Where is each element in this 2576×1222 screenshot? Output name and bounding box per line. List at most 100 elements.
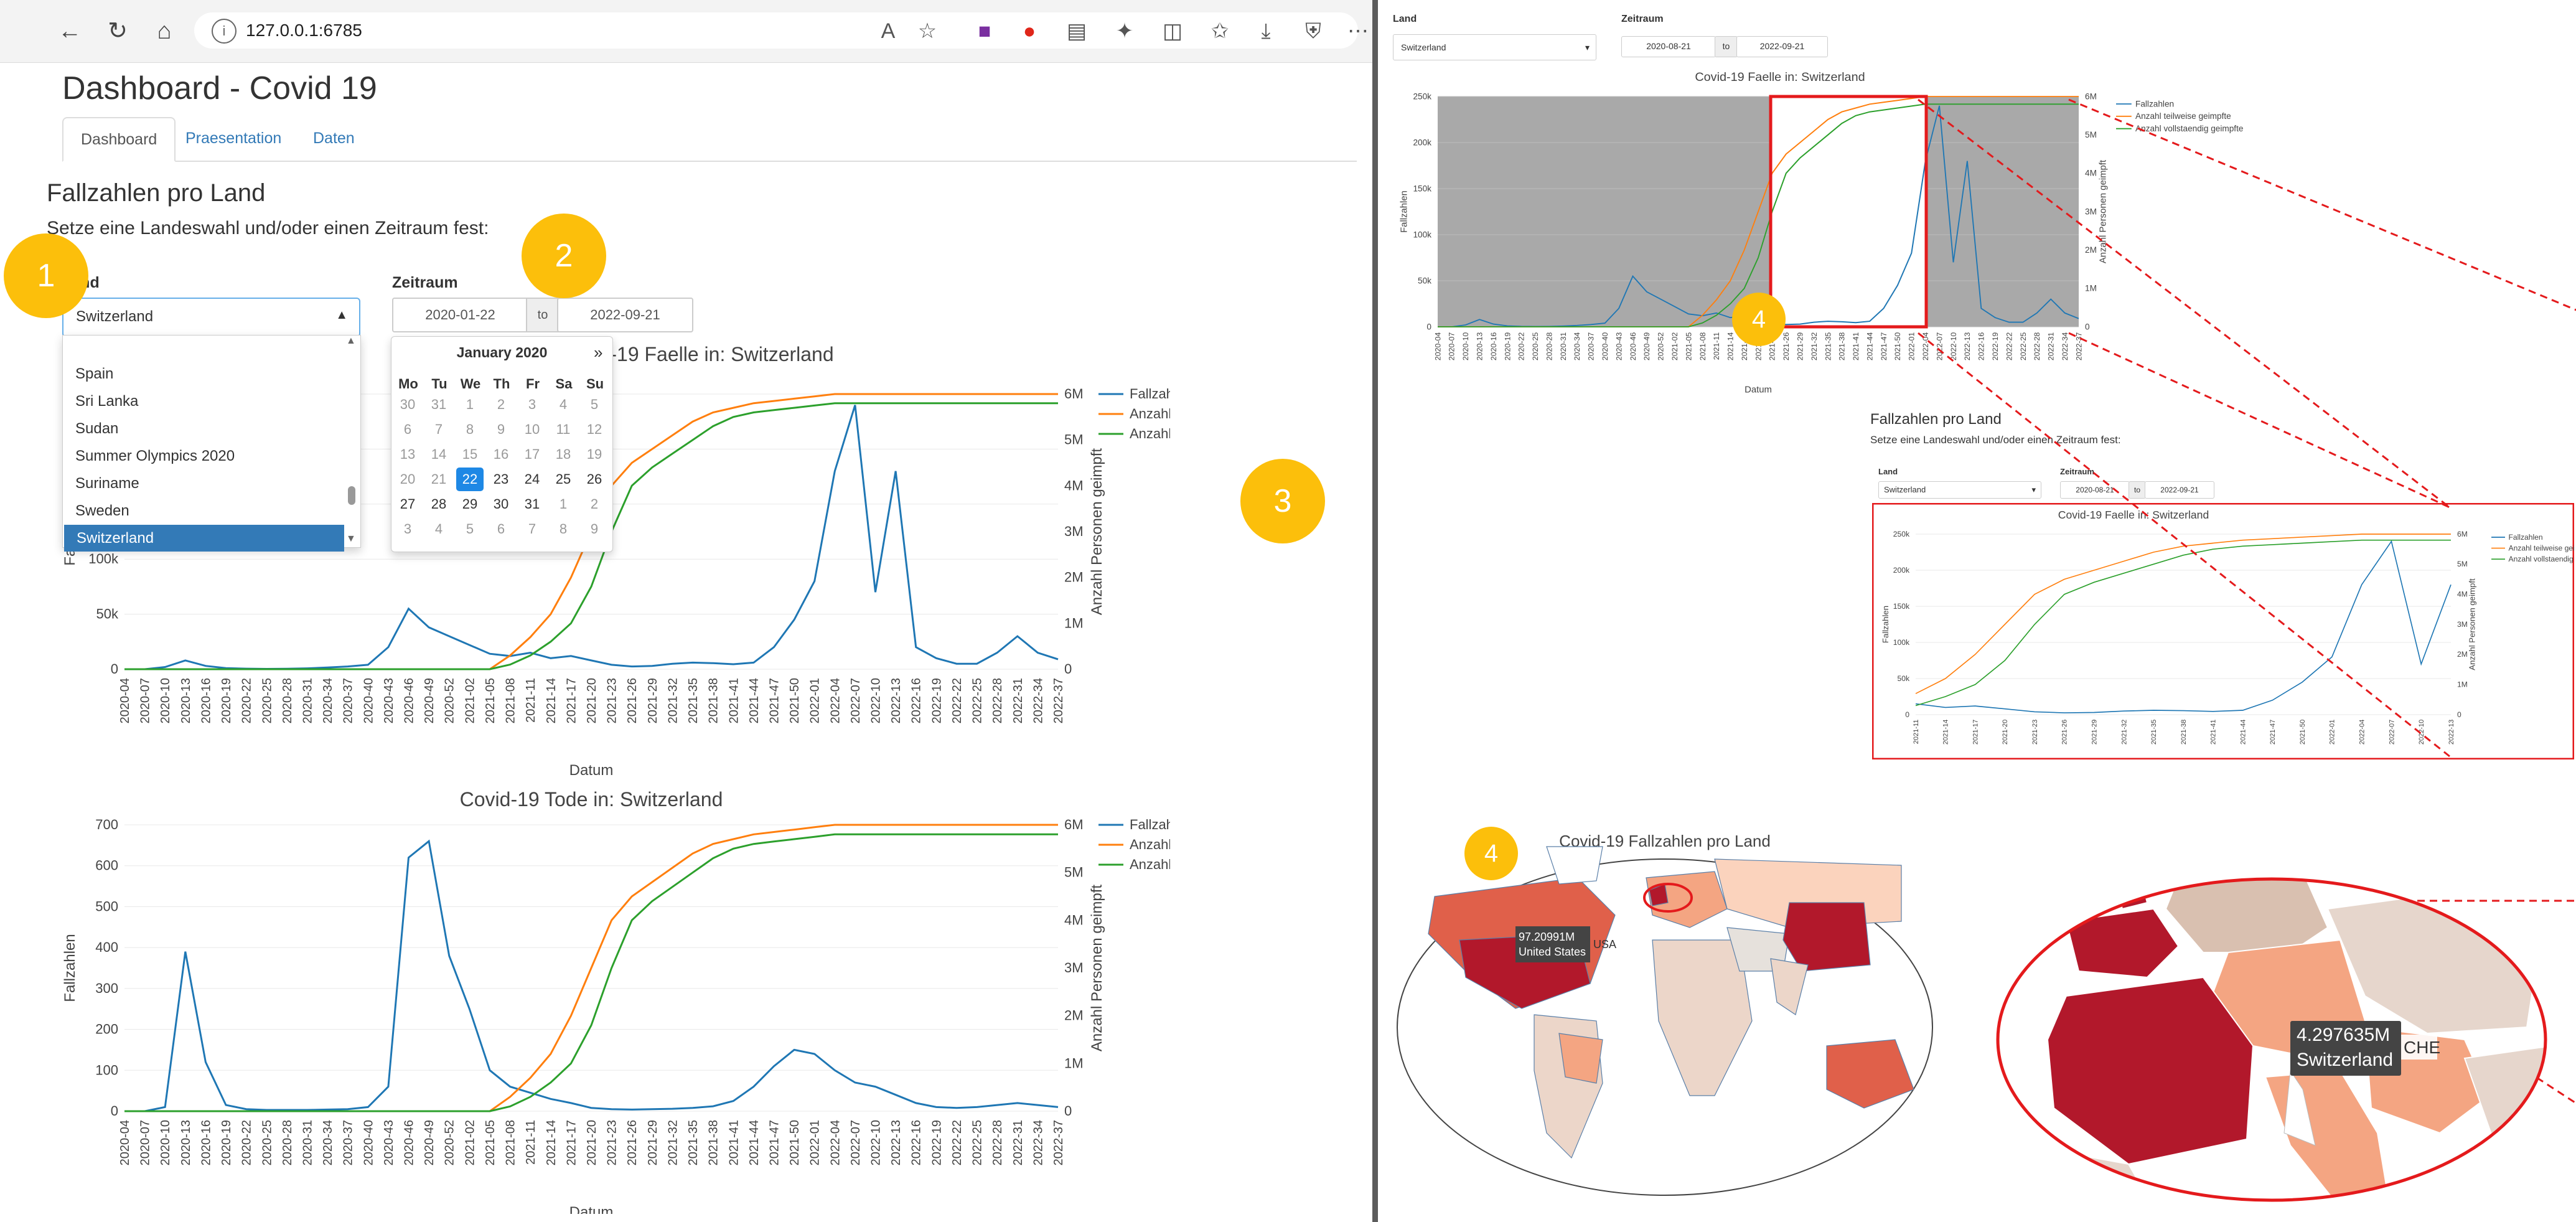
start-date-input[interactable]: 2020-01-22 [392,298,528,332]
zoom-section-title: Fallzahlen pro Land [1870,411,2002,428]
opera-icon[interactable]: ● [1023,19,1036,43]
legend-label[interactable]: Fallzahlen [1130,817,1170,832]
rp-end-date[interactable]: 2022-09-21 [1736,36,1828,57]
dropdown-option[interactable]: Summer Olympics 2020 [75,448,235,464]
x-tick: 2021-11 [524,1120,538,1165]
land-dropdown-list[interactable]: Spain Sri Lanka Sudan Summer Olympics 20… [62,335,361,552]
x-tick: 2021-50 [2299,720,2307,745]
x-tick: 2020-46 [403,678,416,723]
dropdown-option[interactable]: Sudan [75,420,119,437]
legend-label[interactable]: Fallzahlen [2135,99,2174,108]
calendar-day[interactable]: 25 [555,471,571,487]
rp-start-date[interactable]: 2020-08-21 [1621,36,1716,57]
x-tick: 2021-35 [2150,720,2158,745]
calendar-day[interactable]: 26 [586,471,602,487]
greenland-shape[interactable] [1546,846,1603,885]
calendar-day[interactable]: 27 [400,496,416,512]
tooltip-box [2290,1021,2401,1076]
tab-daten[interactable]: Daten [313,129,355,147]
europe-shape[interactable] [1646,871,1728,928]
url-text[interactable]: 127.0.0.1:6785 [246,21,362,40]
extension-icon[interactable]: ■ [978,19,991,43]
calendar-day[interactable]: 31 [524,496,540,512]
rp-land-select[interactable]: Switzerland ▾ [1393,34,1596,60]
legend-label[interactable]: Anzahl teilweise geimpfte [1130,837,1170,852]
x-tick: 2020-10 [1461,332,1470,361]
x-tick: 2021-44 [747,678,761,723]
dropdown-option[interactable]: Suriname [75,475,139,492]
next-month-button[interactable]: » [594,343,603,362]
calendar-day[interactable]: 24 [524,471,540,487]
x-tick: 2020-22 [240,678,254,723]
dropdown-scrollbar[interactable] [346,336,358,546]
calendar-day: 19 [586,446,602,462]
split-screen-icon[interactable]: ◫ [1162,19,1183,43]
calendar-day[interactable]: 30 [493,496,509,512]
calendar-day[interactable]: 23 [493,471,509,487]
document-icon[interactable]: ▤ [1066,19,1087,43]
legend-label[interactable]: Anzahl teilweise geimpfte [1130,406,1170,421]
y-tick-right: 0 [1064,661,1072,677]
dropdown-option-selected[interactable]: Switzerland [64,525,344,552]
favorite-star-icon[interactable]: ☆ [917,19,937,43]
legend-label[interactable]: Anzahl vollstaendig geimpfte [1130,426,1170,441]
reload-icon[interactable]: ↻ [108,18,128,44]
zeitraum-label: Zeitraum [392,274,458,291]
back-arrow-icon[interactable]: ← [58,18,82,44]
x-axis-label: Datum [569,762,614,775]
australia-shape[interactable] [1826,1039,1914,1109]
shield-icon[interactable]: ⛨ [1305,19,1321,43]
china-shape[interactable] [1782,902,1871,972]
zoom-start-date[interactable]: 2020-08-21 [2060,481,2130,499]
legend-label[interactable]: Anzahl vollstaendig geimpfte [1130,857,1170,872]
caret-up-icon: ▲ [335,308,348,322]
x-tick: 2020-31 [301,678,314,723]
x-tick: 2022-37 [1052,678,1066,723]
scroll-down-icon[interactable]: ▼ [346,533,356,544]
x-tick: 2020-43 [382,1120,396,1165]
x-tick: 2021-17 [1972,720,1979,745]
marker-2: 2 [522,214,606,298]
legend-label[interactable]: Anzahl vollstaendig geimpfte [2509,555,2575,563]
download-icon[interactable]: ⤓ [1261,19,1271,43]
tooltip-country: United States [1519,946,1586,958]
legend-label[interactable]: Fallzahlen [1130,386,1170,402]
tab-praesentation[interactable]: Praesentation [185,129,282,147]
x-tick: 2022-04 [828,1120,842,1165]
read-aloud-icon[interactable]: A [881,19,896,43]
x-tick: 2021-26 [625,1120,639,1165]
calendar-day-selected[interactable]: 22 [456,468,484,491]
x-tick: 2020-46 [1629,332,1637,361]
favorites-icon[interactable]: ✩ [1211,19,1229,43]
zoom-end-date[interactable]: 2022-09-21 [2145,481,2214,499]
legend-label[interactable]: Anzahl vollstaendig geimpfte [2135,124,2243,133]
tooltip-value: 97.20991M [1519,931,1575,943]
scroll-up-icon[interactable]: ▲ [346,336,356,346]
calendar-day: 11 [556,421,571,437]
land-select[interactable]: Switzerland ▲ [62,298,360,337]
address-bar[interactable]: i [194,12,1358,49]
india-shape[interactable] [1770,958,1809,1015]
dropdown-option[interactable]: Spain [75,365,114,382]
zoom-land-select[interactable]: Switzerland ▾ [1878,481,2041,499]
calendar-day: 4 [434,521,443,537]
y-axis-label: Fallzahlen [62,934,78,1002]
brazil-shape[interactable] [1558,1033,1603,1084]
tab-dashboard[interactable]: Dashboard [62,117,176,162]
dropdown-option[interactable]: Sweden [75,502,129,519]
legend-label[interactable]: Fallzahlen [2509,533,2543,542]
x-tick: 2021-11 [1712,332,1721,360]
home-icon[interactable]: ⌂ [157,18,172,44]
legend-label[interactable]: Anzahl teilweise geimpfte [2509,543,2575,552]
info-icon[interactable]: i [212,19,237,44]
puzzle-icon[interactable]: ✦ [1115,19,1134,43]
dropdown-option[interactable]: Sri Lanka [75,393,139,410]
rp-zeitraum-label: Zeitraum [1621,14,1664,24]
scrollbar-thumb[interactable] [348,486,355,505]
legend-label[interactable]: Anzahl teilweise geimpfte [2135,111,2231,121]
calendar-day[interactable]: 28 [431,496,447,512]
more-icon[interactable]: ⋯ [1347,19,1369,43]
calendar-day[interactable]: 29 [462,496,478,512]
rp-cases-chart: 0 50k 100k 150k 200k 250k 0 1M 2M 3M 4M 5M 6M 2020-04… [1399,70,2243,395]
end-date-input[interactable]: 2022-09-21 [557,298,693,332]
